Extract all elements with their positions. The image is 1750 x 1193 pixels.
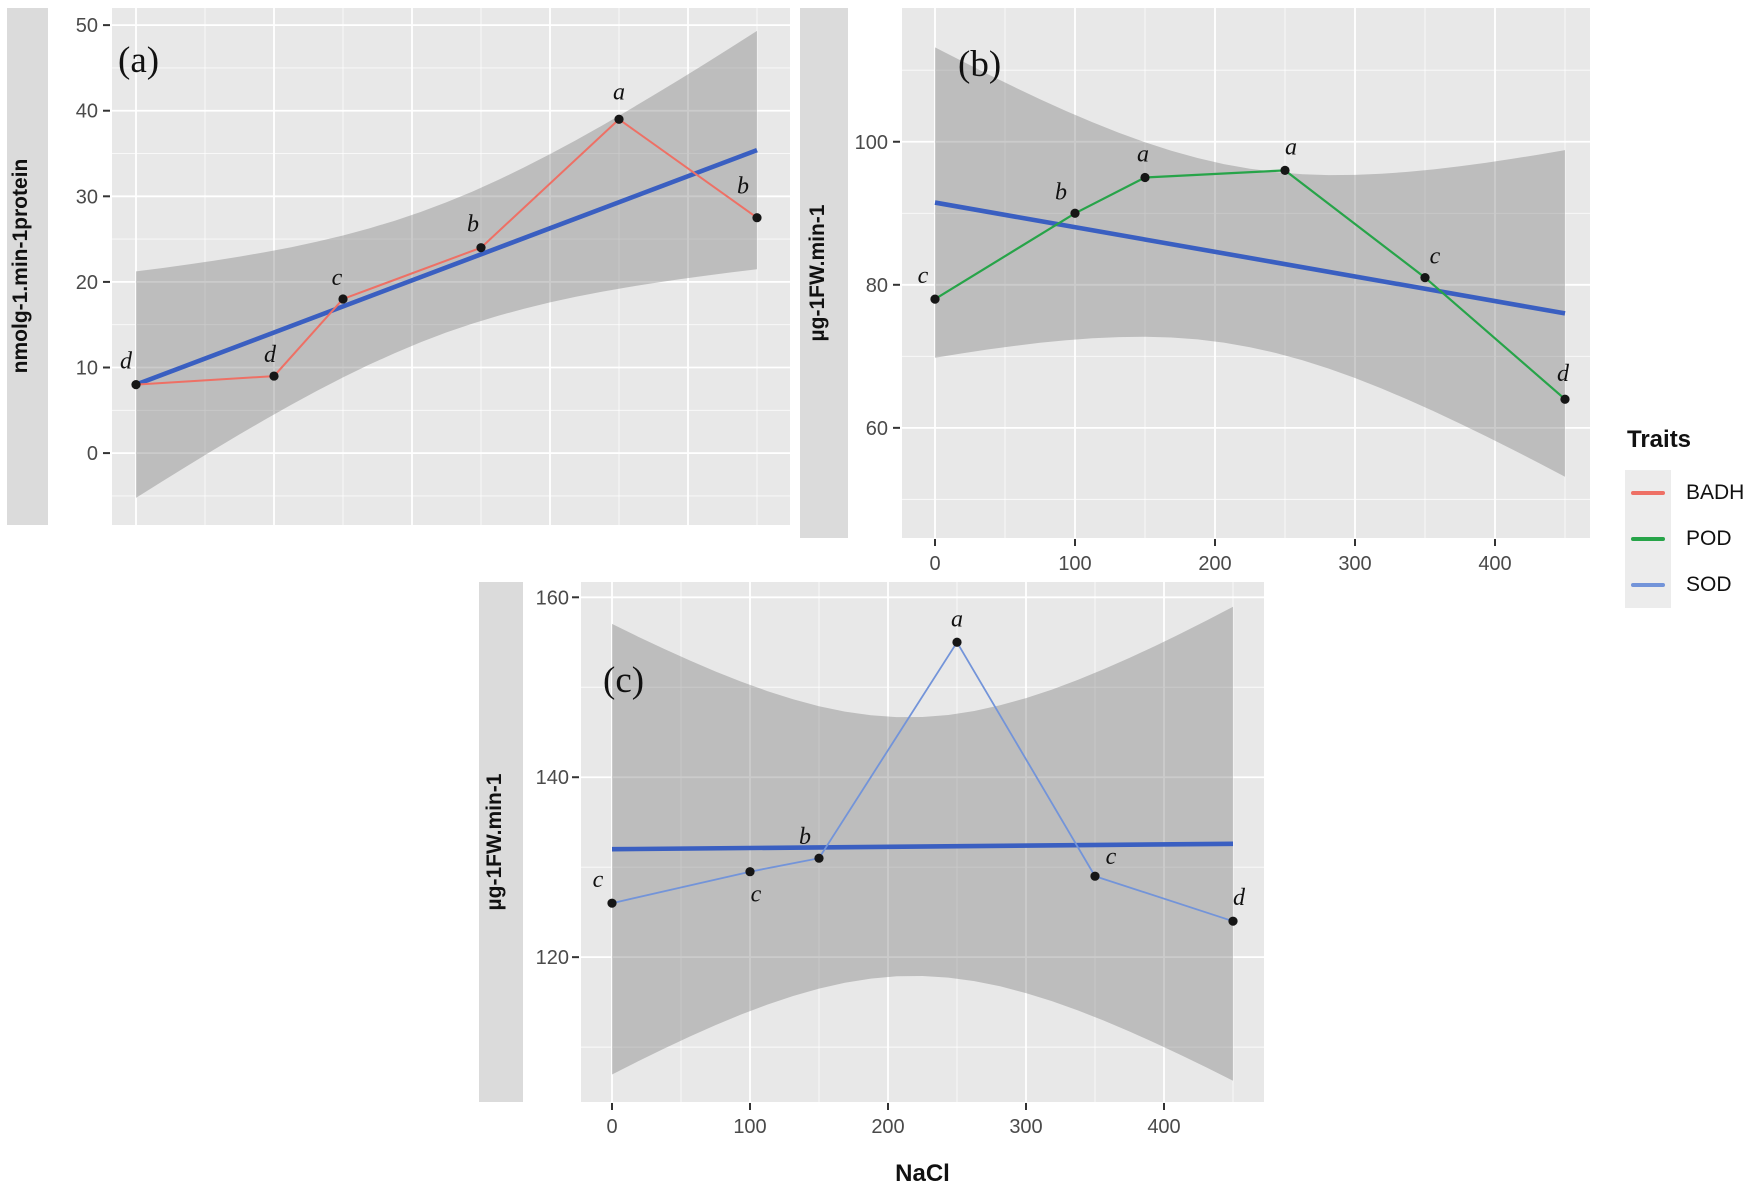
point-label: a <box>1137 142 1149 168</box>
data-point <box>952 637 962 647</box>
y-tick-label: 120 <box>536 947 569 969</box>
point-label: b <box>1055 179 1067 205</box>
data-point <box>814 853 824 863</box>
y-axis-title: µg-1FW.min-1 <box>483 773 506 910</box>
y-tick-label: 100 <box>855 132 888 154</box>
smooth-regression-line <box>135 147 758 387</box>
confidence-band <box>935 47 1565 477</box>
x-tick-label: 300 <box>1009 1116 1042 1138</box>
data-point <box>1280 165 1290 175</box>
data-point <box>131 380 141 390</box>
legend-key-sod <box>1625 562 1671 608</box>
data-point <box>745 867 755 877</box>
y-tick-label: 160 <box>536 587 569 609</box>
x-tick-label: 300 <box>1338 553 1371 575</box>
panel-a: d d c b a b 0 10 20 30 40 50 nmolg-1.min-1protein (a) <box>7 8 790 525</box>
point-label: b <box>737 174 749 200</box>
point-label: a <box>1285 134 1297 160</box>
x-tick-label: 400 <box>1478 553 1511 575</box>
point-label: c <box>1430 244 1441 270</box>
pod-line-swatch-icon <box>1631 537 1665 541</box>
y-tick-label: 10 <box>76 358 98 380</box>
point-label: c <box>593 867 604 893</box>
y-axis-title: nmolg-1.min-1protein <box>9 159 32 374</box>
data-point <box>269 371 279 381</box>
point-label: d <box>120 349 133 375</box>
point-label: a <box>951 606 963 632</box>
confidence-band <box>612 606 1233 1081</box>
data-point <box>1090 871 1100 881</box>
x-tick-label: 100 <box>733 1116 766 1138</box>
panel-c: c c b a c d 120 140 160 0 100 200 300 400 µg-1FW.min-1… <box>479 582 1264 1138</box>
x-tick-label: 200 <box>1198 553 1231 575</box>
x-tick-label: 0 <box>929 553 940 575</box>
legend-label-pod: POD <box>1686 527 1732 550</box>
sod-line-swatch-icon <box>1631 583 1665 587</box>
series-line-sod <box>611 640 1234 923</box>
legend-item-pod: POD <box>1625 516 1750 562</box>
y-tick-label: 50 <box>76 15 98 37</box>
point-label: a <box>613 79 625 105</box>
smooth-regression-line <box>934 200 1566 316</box>
y-tick-label: 20 <box>76 272 98 294</box>
series-line-pod <box>934 169 1566 401</box>
point-label: b <box>799 824 811 850</box>
panel-b: c b a a c d 60 80 100 0 100 200 300 400 µg-1FW.min-1 (b… <box>800 8 1590 575</box>
series-line-badh <box>135 118 758 386</box>
axis-title-strip <box>7 8 48 525</box>
x-axis-title: NaCl <box>895 1160 950 1187</box>
legend-key-badh <box>1625 470 1671 516</box>
point-label: d <box>1557 361 1570 387</box>
data-point <box>1070 208 1080 218</box>
smooth-regression-line <box>611 841 1234 852</box>
data-point <box>930 294 940 304</box>
data-point <box>607 898 617 908</box>
axis-title-strip <box>479 582 523 1102</box>
data-point <box>1420 273 1430 283</box>
confidence-band <box>136 30 757 498</box>
legend-key-pod <box>1625 516 1671 562</box>
point-label: d <box>264 342 277 368</box>
data-point <box>338 294 348 304</box>
badh-line-swatch-icon <box>1631 491 1665 495</box>
legend: Traits BADH POD SOD <box>1625 426 1750 608</box>
point-label: c <box>751 882 762 908</box>
legend-label-sod: SOD <box>1686 573 1732 596</box>
point-label: b <box>467 212 479 238</box>
data-point <box>476 243 486 253</box>
legend-item-badh: BADH <box>1625 470 1750 516</box>
x-tick-label: 200 <box>871 1116 904 1138</box>
panel-background <box>581 582 1264 1102</box>
legend-title: Traits <box>1627 426 1692 453</box>
panel-letter: (c) <box>603 660 644 701</box>
point-label: c <box>332 265 343 291</box>
y-tick-label: 0 <box>87 443 98 465</box>
x-tick-label: 0 <box>606 1116 617 1138</box>
legend-item-sod: SOD <box>1625 562 1750 608</box>
data-point <box>614 114 624 124</box>
point-label: c <box>1106 844 1117 870</box>
panel-letter: (b) <box>958 44 1001 85</box>
panel-background <box>902 8 1590 538</box>
y-tick-label: 80 <box>866 275 888 297</box>
data-point <box>1140 172 1150 183</box>
x-tick-label: 100 <box>1058 553 1091 575</box>
x-tick-label: 400 <box>1147 1116 1180 1138</box>
point-label: d <box>1233 885 1246 911</box>
y-axis-title: µg-1FW.min-1 <box>806 204 829 341</box>
y-tick-label: 60 <box>866 418 888 440</box>
axis-title-strip <box>800 8 848 538</box>
y-tick-label: 140 <box>536 767 569 789</box>
data-point <box>1228 916 1238 926</box>
y-tick-label: 30 <box>76 186 98 208</box>
data-point <box>752 213 762 223</box>
panel-letter: (a) <box>118 40 159 81</box>
data-point <box>1560 394 1570 404</box>
legend-label-badh: BADH <box>1686 481 1745 504</box>
point-label: c <box>918 263 929 289</box>
y-tick-label: 40 <box>76 101 98 123</box>
